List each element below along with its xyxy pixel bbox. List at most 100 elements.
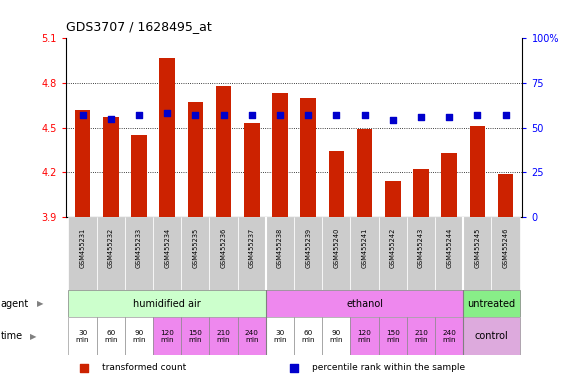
Text: GSM455234: GSM455234 <box>164 228 170 268</box>
Point <box>134 112 143 118</box>
Text: GSM455231: GSM455231 <box>79 228 86 268</box>
Point <box>106 116 115 122</box>
Bar <box>181 217 210 290</box>
Bar <box>75 110 90 217</box>
Text: 60
min: 60 min <box>301 329 315 343</box>
Text: ethanol: ethanol <box>346 299 383 309</box>
Bar <box>69 317 96 355</box>
Bar <box>322 217 351 290</box>
Bar <box>96 317 125 355</box>
Text: GSM455237: GSM455237 <box>249 228 255 268</box>
Text: 90
min: 90 min <box>132 329 146 343</box>
Text: GSM455245: GSM455245 <box>475 228 480 268</box>
Point <box>456 250 465 256</box>
Text: untreated: untreated <box>468 299 516 309</box>
Bar <box>181 317 210 355</box>
Text: 240
min: 240 min <box>245 329 259 343</box>
Point <box>360 112 369 118</box>
Bar <box>238 317 266 355</box>
Text: agent: agent <box>1 299 29 309</box>
Point <box>304 112 313 118</box>
Bar <box>469 126 485 217</box>
Bar <box>379 217 407 290</box>
Bar <box>435 317 463 355</box>
Point <box>275 112 284 118</box>
Bar <box>188 102 203 217</box>
Bar <box>407 217 435 290</box>
Text: GSM455243: GSM455243 <box>418 228 424 268</box>
Text: GSM455246: GSM455246 <box>502 228 509 268</box>
Bar <box>131 135 147 217</box>
Point <box>247 112 256 118</box>
Text: GSM455235: GSM455235 <box>192 228 198 268</box>
Bar <box>210 217 238 290</box>
Bar <box>266 317 294 355</box>
Point <box>501 112 510 118</box>
Bar <box>407 317 435 355</box>
Bar <box>125 217 153 290</box>
Text: GSM455238: GSM455238 <box>277 228 283 268</box>
Text: GSM455242: GSM455242 <box>390 228 396 268</box>
Bar <box>441 153 457 217</box>
Point <box>445 114 454 120</box>
Text: GSM455244: GSM455244 <box>446 228 452 268</box>
Text: 120
min: 120 min <box>357 329 372 343</box>
Bar <box>413 169 429 217</box>
Bar <box>379 317 407 355</box>
Text: 210
min: 210 min <box>414 329 428 343</box>
Text: 30
min: 30 min <box>76 329 89 343</box>
Point <box>416 114 425 120</box>
Bar <box>216 86 231 217</box>
Bar <box>69 290 266 317</box>
Bar <box>272 93 288 217</box>
Bar <box>294 317 322 355</box>
Text: GSM455240: GSM455240 <box>333 228 339 268</box>
Bar <box>153 317 181 355</box>
Bar <box>159 58 175 217</box>
Bar <box>328 151 344 217</box>
Bar <box>300 98 316 217</box>
Bar <box>238 217 266 290</box>
Text: control: control <box>475 331 508 341</box>
Point <box>78 112 87 118</box>
Bar <box>103 117 119 217</box>
Text: humidified air: humidified air <box>133 299 201 309</box>
Text: GSM455241: GSM455241 <box>361 228 368 268</box>
Bar <box>492 217 520 290</box>
Text: 240
min: 240 min <box>442 329 456 343</box>
Bar <box>244 123 260 217</box>
Text: GSM455232: GSM455232 <box>108 228 114 268</box>
Bar <box>322 317 351 355</box>
Bar <box>96 217 125 290</box>
Text: GDS3707 / 1628495_at: GDS3707 / 1628495_at <box>66 20 211 33</box>
Bar <box>463 290 520 317</box>
Bar <box>266 217 294 290</box>
Bar <box>351 217 379 290</box>
Text: percentile rank within the sample: percentile rank within the sample <box>312 363 465 372</box>
Bar <box>357 129 372 217</box>
Text: 210
min: 210 min <box>216 329 231 343</box>
Bar <box>294 217 322 290</box>
Text: 30
min: 30 min <box>273 329 287 343</box>
Text: transformed count: transformed count <box>102 363 187 372</box>
Point <box>388 117 397 123</box>
Point <box>191 112 200 118</box>
Bar <box>435 217 463 290</box>
Text: 150
min: 150 min <box>386 329 400 343</box>
Bar <box>385 181 400 217</box>
Text: GSM455239: GSM455239 <box>305 228 311 268</box>
Bar <box>153 217 181 290</box>
Bar <box>463 317 520 355</box>
Point <box>219 112 228 118</box>
Text: 60
min: 60 min <box>104 329 118 343</box>
Point <box>473 112 482 118</box>
Bar <box>266 290 463 317</box>
Text: 90
min: 90 min <box>329 329 343 343</box>
Bar <box>498 174 513 217</box>
Point <box>163 110 172 116</box>
Text: ▶: ▶ <box>37 299 43 308</box>
Bar <box>351 317 379 355</box>
Text: 120
min: 120 min <box>160 329 174 343</box>
Bar <box>463 217 492 290</box>
Bar <box>210 317 238 355</box>
